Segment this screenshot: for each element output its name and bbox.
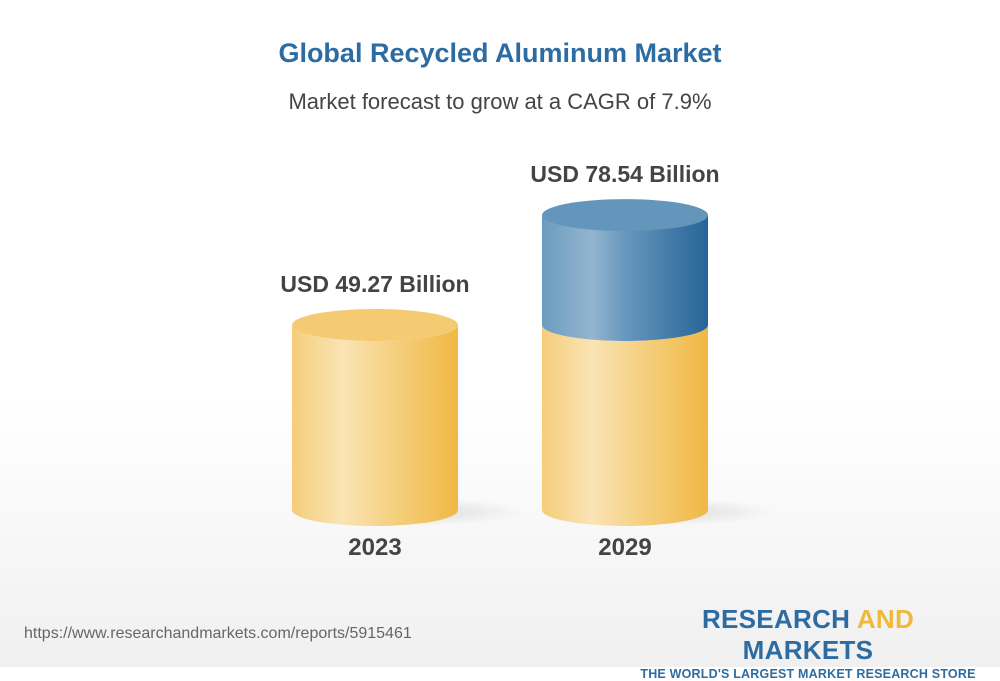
cylinder-base-segment bbox=[542, 325, 708, 526]
data-label: USD 78.54 Billion bbox=[530, 161, 719, 187]
category-label: 2023 bbox=[348, 534, 401, 561]
chart-subtitle: Market forecast to grow at a CAGR of 7.9… bbox=[288, 89, 712, 114]
cylinder-top bbox=[292, 309, 458, 341]
cylinder-base-segment bbox=[292, 325, 458, 526]
category-label: 2029 bbox=[598, 534, 651, 561]
research-and-markets-logo: RESEARCH AND MARKETS THE WORLD'S LARGEST… bbox=[640, 604, 976, 681]
data-label: USD 49.27 Billion bbox=[280, 271, 469, 297]
report-url[interactable]: https://www.researchandmarkets.com/repor… bbox=[24, 625, 412, 642]
cylinder-top bbox=[542, 199, 708, 232]
cylinder-growth-segment bbox=[542, 215, 708, 341]
chart-title: Global Recycled Aluminum Market bbox=[278, 38, 722, 68]
cylinder-chart: USD 49.27 Billion 2023 USD 78.54 Billion 20… bbox=[280, 161, 775, 561]
